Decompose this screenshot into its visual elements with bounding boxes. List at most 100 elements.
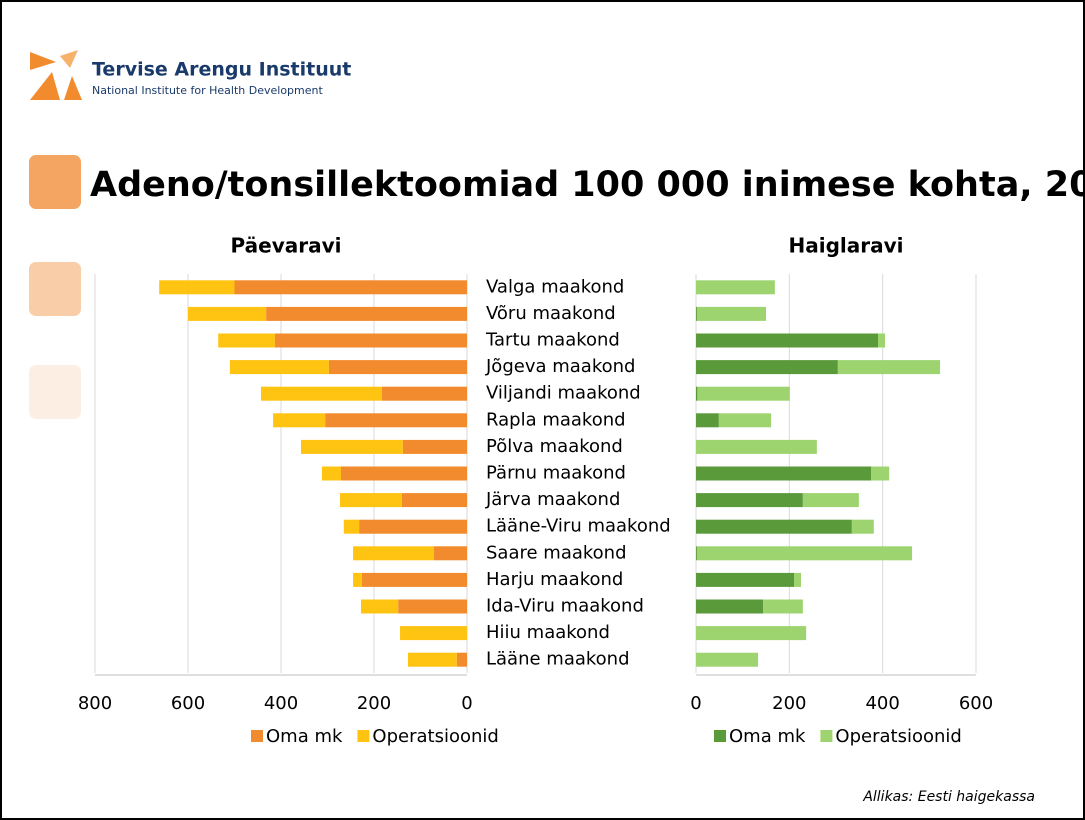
legend-swatch — [251, 730, 263, 742]
bar — [188, 306, 267, 321]
category-label: Viljandi maakond — [486, 383, 641, 404]
bar — [837, 360, 941, 375]
bar — [718, 413, 772, 428]
bar — [328, 360, 467, 375]
bar — [433, 546, 467, 561]
org-name: Tervise Arengu Instituut — [92, 59, 351, 81]
bar — [696, 572, 794, 587]
bar — [353, 546, 434, 561]
logo-shape — [30, 72, 60, 100]
bar — [851, 519, 874, 534]
bar — [234, 280, 467, 295]
bar — [402, 439, 467, 454]
category-label: Põlva maakond — [486, 436, 623, 457]
x-tick-label: 800 — [78, 693, 112, 714]
category-label: Lääne maakond — [486, 649, 630, 670]
bar — [360, 599, 399, 614]
bar — [696, 652, 759, 667]
bar — [696, 546, 697, 561]
category-label: Võru maakond — [486, 303, 616, 324]
org-name-en: National Institute for Health Developmen… — [92, 84, 323, 97]
bar — [274, 333, 467, 348]
bar — [361, 572, 467, 587]
bar — [696, 599, 764, 614]
bar — [407, 652, 457, 667]
bar — [696, 333, 878, 348]
bar — [456, 652, 467, 667]
x-tick-label: 400 — [865, 693, 899, 714]
legend-label: Oma mk — [729, 726, 806, 747]
category-label: Järva maakond — [485, 489, 620, 510]
logo-shape — [64, 76, 82, 100]
category-label: Hiiu maakond — [486, 622, 610, 643]
bar — [359, 519, 467, 534]
category-label: Tartu maakond — [485, 330, 620, 351]
bar — [696, 546, 913, 561]
bar — [763, 599, 803, 614]
bar — [229, 360, 329, 375]
bar — [696, 626, 807, 641]
bar — [696, 280, 775, 295]
bar — [696, 360, 838, 375]
logo-shape — [60, 50, 78, 68]
deco-square — [29, 262, 81, 316]
x-tick-label: 200 — [357, 693, 391, 714]
bar — [794, 572, 801, 587]
legend-swatch — [714, 730, 726, 742]
bar — [159, 280, 235, 295]
bar — [696, 306, 766, 321]
bar — [697, 386, 790, 401]
bar — [398, 599, 467, 614]
bar — [325, 413, 467, 428]
bar — [871, 466, 890, 481]
legend-swatch — [357, 730, 370, 742]
chart-title: Haiglaravi — [788, 234, 903, 258]
bar — [696, 519, 852, 534]
category-label: Lääne-Viru maakond — [486, 516, 671, 537]
deco-square — [29, 365, 81, 419]
x-tick-label: 0 — [461, 693, 472, 714]
bar — [696, 306, 697, 321]
x-tick-label: 200 — [772, 693, 806, 714]
slide-title: Adeno/tonsillektoomiad 100 000 inimese k… — [90, 165, 1085, 205]
legend-label: Operatsioonid — [372, 726, 498, 747]
legend-label: Operatsioonid — [835, 726, 961, 747]
bar — [878, 333, 885, 348]
category-label: Ida-Viru maakond — [486, 596, 644, 617]
bar — [696, 466, 871, 481]
bar — [273, 413, 326, 428]
bar — [802, 493, 859, 508]
x-tick-label: 600 — [959, 693, 993, 714]
bar — [381, 386, 467, 401]
logo — [30, 50, 82, 100]
bar — [353, 572, 362, 587]
category-label: Rapla maakond — [486, 409, 626, 430]
legend-label: Oma mk — [266, 726, 343, 747]
deco-square — [29, 155, 81, 209]
bar — [321, 466, 341, 481]
bar — [300, 439, 403, 454]
logo-shape — [30, 52, 56, 70]
bar — [696, 413, 719, 428]
source: Allikas: Eesti haigekassa — [862, 789, 1035, 805]
bar — [696, 439, 817, 454]
bar — [266, 306, 467, 321]
category-label: Saare maakond — [486, 542, 627, 563]
x-tick-label: 600 — [171, 693, 205, 714]
bar — [340, 466, 467, 481]
category-label: Harju maakond — [486, 569, 623, 590]
category-label: Jõgeva maakond — [485, 356, 635, 377]
bar — [401, 493, 467, 508]
bar — [261, 386, 382, 401]
x-tick-label: 400 — [264, 693, 298, 714]
x-tick-label: 0 — [690, 693, 701, 714]
bar — [696, 493, 803, 508]
category-label: Valga maakond — [486, 276, 624, 297]
chart-title: Päevaravi — [231, 234, 342, 258]
bar — [400, 626, 467, 641]
bar — [218, 333, 275, 348]
bar — [340, 493, 402, 508]
